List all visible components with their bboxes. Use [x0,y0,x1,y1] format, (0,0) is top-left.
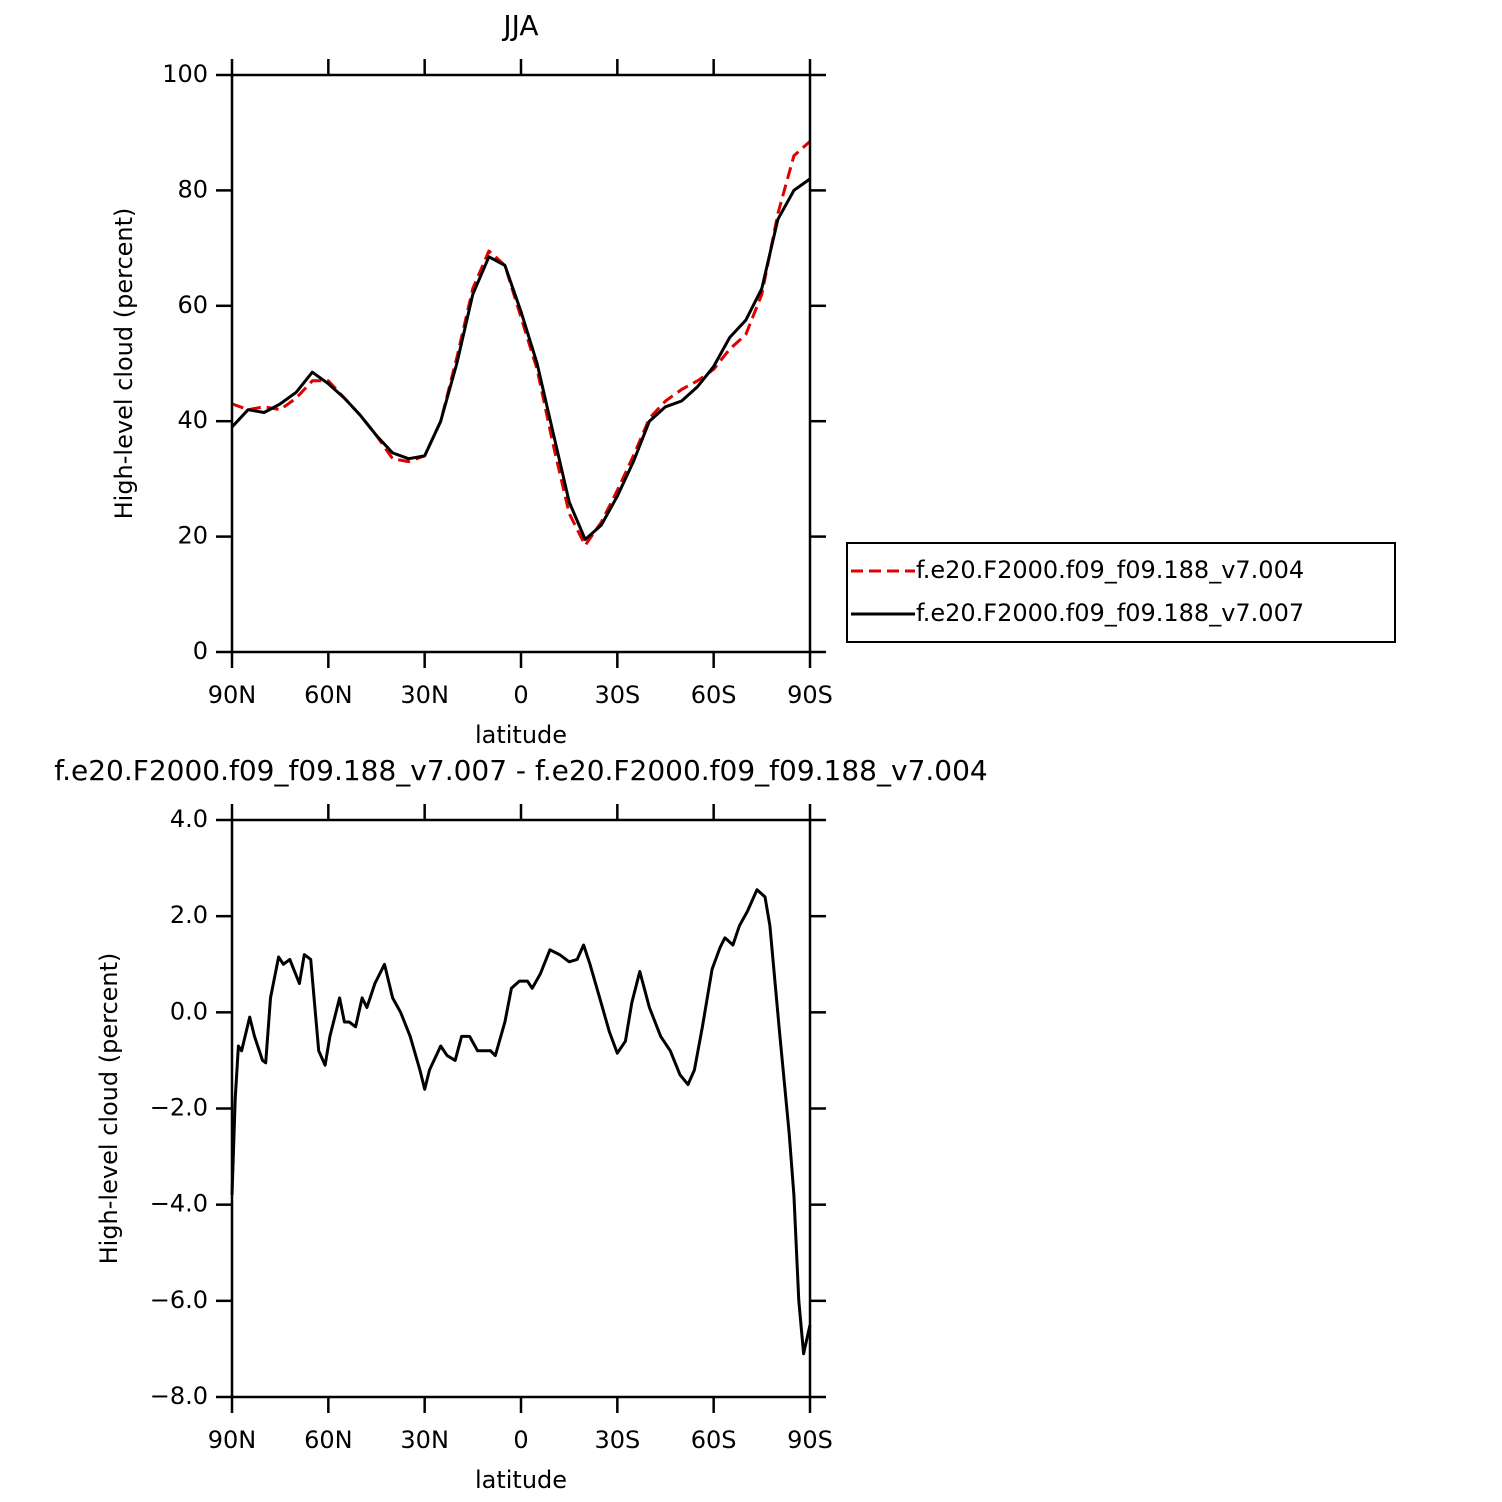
y-axis-label: High-level cloud (percent) [110,208,138,520]
y-tick-label: 20 [177,522,208,550]
x-tick-label: 0 [513,1426,528,1454]
x-tick-label: 60S [691,1426,737,1454]
legend-label: f.e20.F2000.f09_f09.188_v7.007 [916,599,1304,627]
x-tick-label: 30S [594,681,640,709]
legend-box [846,542,1396,643]
data-line [230,888,812,1356]
x-tick-label: 60N [304,681,353,709]
chart-title: JJA [501,9,538,42]
y-tick-label: 0.0 [170,997,208,1025]
x-tick-label: 90S [787,1426,833,1454]
y-tick-label: −2.0 [150,1094,208,1122]
plot-frame [230,818,812,1399]
y-tick-label: 0 [193,637,208,665]
y-tick-label: 80 [177,175,208,203]
x-tick-label: 30S [594,1426,640,1454]
chart-title: f.e20.F2000.f09_f09.188_v7.007 - f.e20.F… [54,754,987,787]
y-tick-label: 40 [177,406,208,434]
legend: f.e20.F2000.f09_f09.188_v7.004 f.e20.F200… [846,542,1396,643]
plot-frame [230,73,812,654]
x-axis-label: latitude [475,721,567,749]
y-tick-label: 2.0 [170,901,208,929]
y-tick-label: −6.0 [150,1286,208,1314]
y-tick-label: 4.0 [170,805,208,833]
x-tick-label: 60S [691,681,737,709]
y-axis-label: High-level cloud (percent) [95,953,123,1265]
legend-label: f.e20.F2000.f09_f09.188_v7.004 [916,556,1304,584]
data-line [231,140,811,547]
y-tick-label: 100 [162,60,208,88]
y-tick-label: −4.0 [150,1190,208,1218]
panel: JJA 0 20 40 60 80 100 90N 60N 30N 0 30S 60S 90S latitu… [110,9,833,749]
x-tick-label: 30N [400,1426,449,1454]
data-line [230,177,811,541]
x-tick-label: 30N [400,681,449,709]
y-tick-label: −8.0 [150,1382,208,1410]
x-tick-label: 90N [208,1426,257,1454]
panel: f.e20.F2000.f09_f09.188_v7.007 - f.e20.F… [54,754,987,1494]
x-tick-label: 60N [304,1426,353,1454]
x-tick-label: 90N [208,681,257,709]
x-tick-label: 0 [513,681,528,709]
x-axis-label: latitude [475,1466,567,1494]
y-tick-label: 60 [177,291,208,319]
x-tick-label: 90S [787,681,833,709]
